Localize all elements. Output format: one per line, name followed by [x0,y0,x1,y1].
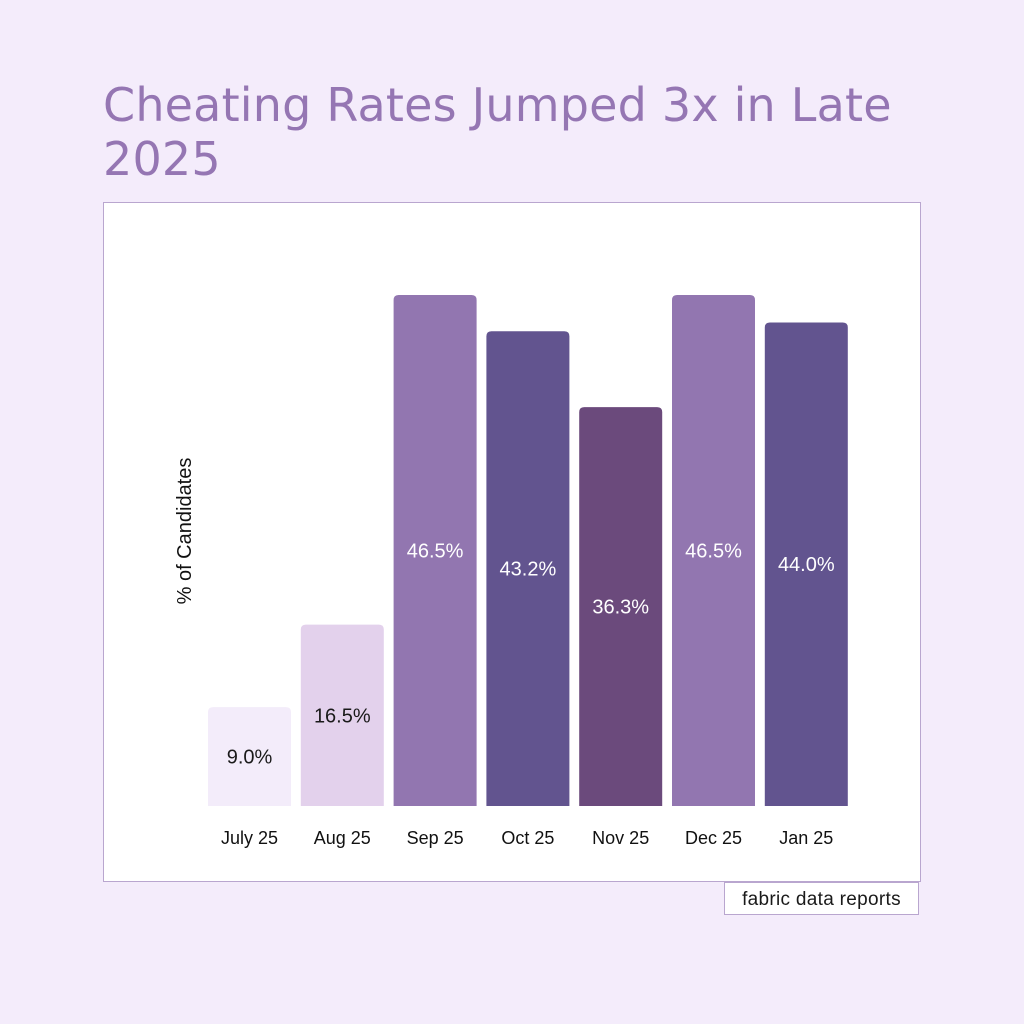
bar-sep-25 [393,295,477,806]
value-label: 16.5% [314,705,371,727]
value-labels-group: 9.0% 16.5% 46.5% 43.2% 36.3% 46.5% 44.0% [227,541,835,769]
bar-aug-25 [300,624,384,806]
value-label: 44.0% [778,554,835,576]
x-tick-label: Nov 25 [592,828,649,848]
x-tick-label: Dec 25 [685,828,742,848]
bars-group [208,295,848,806]
x-tick-label: Sep 25 [407,828,464,848]
bar-oct-25 [486,331,570,806]
x-tick-label: Aug 25 [314,828,371,848]
source-label: fabric data reports [724,882,919,915]
bar-dec-25 [672,295,755,806]
value-label: 36.3% [592,597,649,619]
x-tick-label: July 25 [221,828,278,848]
page-title: Cheating Rates Jumped 3x in Late 2025 [103,78,892,186]
x-tick-label: Jan 25 [779,828,833,848]
bar-nov-25 [579,407,663,806]
value-label: 9.0% [227,747,273,769]
x-tick-label: Oct 25 [501,828,554,848]
y-axis-label: % of Candidates [174,458,196,605]
bar-july-25 [208,707,291,806]
bar-jan-25 [764,322,848,806]
value-label: 46.5% [407,541,464,563]
x-axis-ticks: July 25 Aug 25 Sep 25 Oct 25 Nov 25 Dec 25 Jan… [221,828,833,848]
value-label: 43.2% [500,559,557,581]
value-label: 46.5% [685,541,742,563]
